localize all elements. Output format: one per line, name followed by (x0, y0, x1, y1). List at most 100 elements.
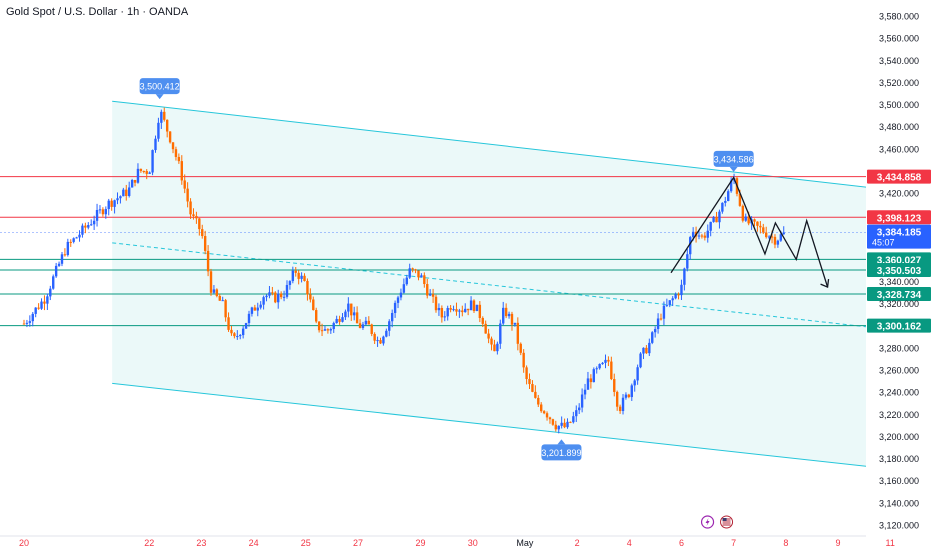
candle-body (151, 150, 154, 173)
candle-body (753, 219, 756, 222)
candle-body (355, 312, 359, 324)
candle-body (98, 209, 102, 211)
candle-body (171, 142, 175, 150)
swing-label-box (541, 444, 582, 461)
price-tick-label: 3,240.000 (879, 388, 919, 398)
candle-body (490, 338, 493, 345)
candle-body (586, 378, 590, 390)
candle-body (437, 307, 441, 311)
candle-body (770, 236, 774, 238)
candle-body (671, 298, 674, 301)
candle-body (686, 254, 689, 269)
candle-body (148, 172, 151, 174)
candle-body (183, 180, 186, 189)
candle-body (721, 202, 724, 212)
swing-label-pointer (729, 166, 738, 172)
candle-body (633, 380, 636, 386)
candle-body (361, 324, 365, 328)
candle-body (738, 193, 742, 206)
candle-body (46, 296, 49, 304)
candle-body (645, 347, 648, 354)
candle-body (417, 270, 420, 278)
candle-body (367, 320, 371, 325)
time-tick-label: 27 (353, 538, 363, 548)
candle-body (34, 307, 37, 314)
candle-body (601, 362, 604, 365)
time-tick-label: 23 (196, 538, 206, 548)
candle-body (168, 131, 172, 143)
candle-body (478, 304, 482, 319)
candle-body (615, 391, 619, 407)
time-axis[interactable]: 20 22 23 24 25 27 29 30 May 2 4 6 7 8 9 11 (0, 535, 895, 548)
candle-body (90, 224, 93, 226)
candle-body (519, 343, 522, 353)
level-price-label: 3,350.503 (877, 266, 922, 277)
candle-body (759, 225, 762, 228)
candle-body (206, 250, 210, 272)
candle-body (408, 268, 411, 278)
candle-body (569, 421, 572, 423)
time-tick-label: 2 (575, 538, 580, 548)
flag-canton (722, 518, 727, 521)
candle-body (157, 122, 160, 139)
symbol-title: Gold Spot / U.S. Dollar · 1h · OANDA (6, 6, 189, 18)
candle-body (291, 270, 295, 282)
candle-body (297, 272, 300, 279)
price-tick-label: 3,280.000 (879, 343, 919, 353)
price-tick-label: 3,460.000 (879, 144, 919, 154)
candle-body (198, 218, 201, 230)
candle-body (279, 293, 283, 298)
candle-body (201, 229, 204, 237)
candle-body (697, 235, 701, 237)
candle-body (443, 316, 446, 318)
swing-label-text: 3,434.586 (714, 154, 754, 164)
candle-body (598, 364, 601, 369)
candle-body (396, 297, 400, 303)
candle-body (177, 156, 181, 162)
price-tick-label: 3,420.000 (879, 189, 919, 199)
swing-label-pointer (557, 439, 566, 445)
candle-body (388, 321, 391, 331)
candle-body (466, 308, 470, 311)
candle-body (125, 189, 128, 196)
candle-body (110, 200, 113, 207)
candle-body (522, 352, 525, 368)
candle-body (414, 269, 417, 271)
candle-body (127, 187, 131, 196)
candle-body (104, 209, 108, 215)
level-price-label: 3,434.858 (877, 173, 922, 184)
candle-body (300, 275, 303, 279)
channel-layer (112, 100, 932, 475)
candle-body (665, 304, 669, 306)
candle-body (604, 359, 607, 363)
candle-body (656, 318, 660, 330)
price-tick-label: 3,140.000 (879, 498, 919, 508)
candle-body (484, 323, 487, 334)
candle-body (107, 200, 110, 210)
candle-body (78, 234, 81, 238)
candle-body (338, 318, 341, 322)
price-tick-label: 3,200.000 (879, 432, 919, 442)
candle-body (537, 397, 540, 405)
candle-body (683, 268, 686, 285)
candle-body (227, 317, 230, 330)
candle-body (504, 307, 508, 317)
candle-body (370, 324, 373, 334)
candle-body (230, 329, 233, 334)
candle-body (610, 361, 613, 380)
candle-body (668, 300, 671, 305)
price-tick-label: 3,340.000 (879, 277, 919, 287)
candle-body (700, 235, 704, 237)
candle-body (250, 307, 254, 314)
candle-body (335, 318, 338, 324)
projection-zigzag (670, 176, 829, 288)
candle-body (426, 284, 429, 296)
candle-body (385, 330, 388, 337)
level-price-tag (867, 169, 931, 184)
candle-body (215, 289, 219, 296)
candle-body (92, 220, 96, 225)
candle-body (554, 424, 558, 430)
